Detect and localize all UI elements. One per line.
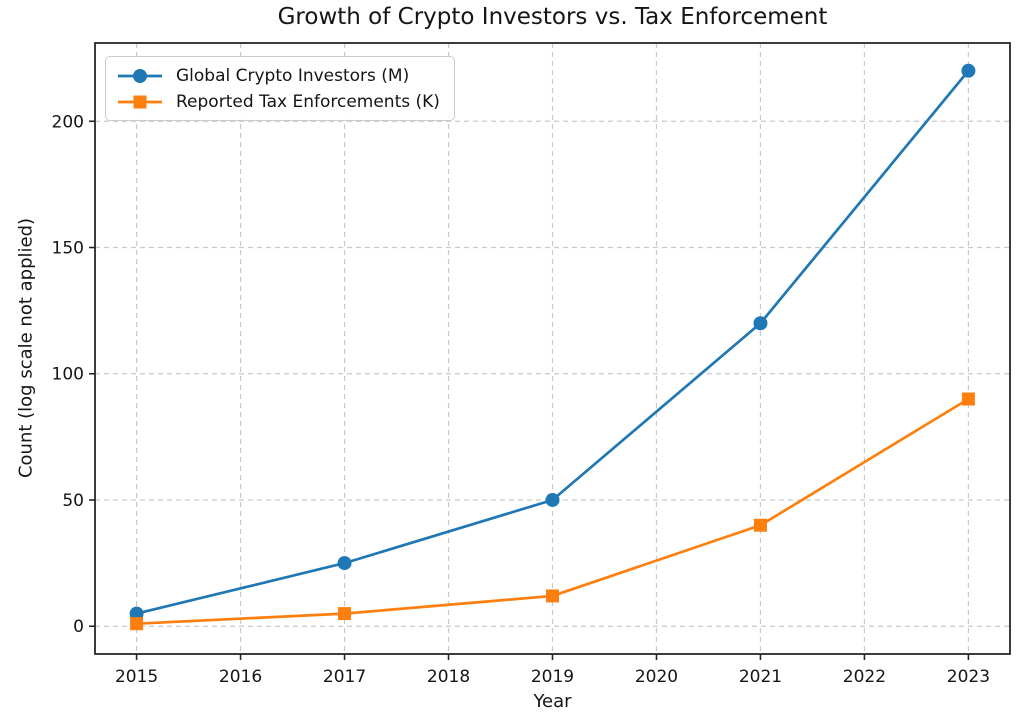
y-tick-label: 50 [62,491,84,511]
legend-item-label: Reported Tax Enforcements (K) [176,91,440,112]
y-tick-label: 0 [73,617,84,637]
data-point-marker [753,316,768,331]
data-point-marker [961,392,975,406]
legend-marker-glyph [133,95,147,108]
data-point-marker [753,518,767,532]
data-point-marker [338,607,352,621]
data-point-marker [129,606,144,621]
y-tick-label: 150 [52,239,84,259]
x-tick-label: 2023 [947,667,990,687]
x-tick-label: 2015 [115,667,158,687]
x-tick-label: 2021 [739,667,782,687]
x-tick-label: 2022 [843,667,886,687]
y-tick-label: 200 [52,112,84,132]
data-point-marker [130,617,144,631]
x-tick-label: 2018 [427,667,470,687]
x-tick-label: 2017 [323,667,366,687]
chart-title: Growth of Crypto Investors vs. Tax Enfor… [277,4,828,30]
legend-item: Global Crypto Investors (M) [116,63,440,88]
x-tick-label: 2016 [219,667,262,687]
legend: Global Crypto Investors (M) Reported Tax … [105,56,455,121]
x-axis-label: Year [533,691,572,712]
legend-marker-glyph [133,68,147,83]
data-point-marker [545,492,560,507]
legend-square-marker-icon [118,95,162,108]
legend-circle-marker-icon [118,68,162,83]
x-tick-label: 2019 [531,667,574,687]
legend-item-label: Global Crypto Investors (M) [176,65,410,86]
legend-item: Reported Tax Enforcements (K) [116,89,440,114]
data-point-marker [546,589,559,603]
data-point-marker [337,556,352,571]
y-tick-label: 100 [52,365,84,385]
y-axis-label: Count (log scale not applied) [15,217,37,479]
x-tick-label: 2020 [635,667,678,687]
data-point-marker [961,63,976,78]
